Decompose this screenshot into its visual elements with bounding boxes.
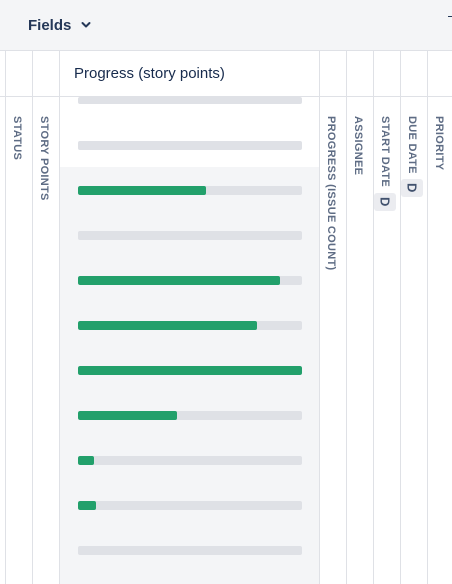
progress-bar: [78, 231, 302, 240]
progress-issue-count-column-header[interactable]: PROGRESS (ISSUE COUNT): [325, 116, 337, 271]
progress-bar: [78, 276, 302, 285]
start-date-badge-label: D: [377, 197, 393, 207]
assignee-column-header[interactable]: ASSIGNEE: [352, 116, 364, 176]
progress-bar: [78, 501, 302, 510]
column-divider: [32, 51, 33, 584]
column-divider: [373, 51, 374, 584]
toolbar: Fields: [0, 0, 452, 51]
progress-story-points-column: [60, 97, 319, 584]
progress-bar: [78, 546, 302, 555]
due-date-sort-badge[interactable]: D: [401, 179, 423, 197]
progress-highlight-area: [60, 97, 319, 167]
start-date-sort-badge[interactable]: D: [374, 193, 396, 211]
due-date-column-header[interactable]: DUE DATE: [406, 116, 418, 174]
story-points-column-header[interactable]: STORY POINTS: [38, 116, 50, 201]
progress-bar: [78, 366, 302, 375]
progress-bar-fill: [78, 456, 94, 465]
chevron-down-icon: [81, 22, 91, 28]
progress-bar-fill: [78, 186, 206, 195]
progress-bar: [78, 97, 302, 104]
truncated-icon: [448, 16, 452, 20]
column-divider: [319, 51, 320, 584]
due-date-badge-label: D: [404, 183, 420, 193]
progress-bar-fill: [78, 366, 302, 375]
priority-column-header[interactable]: PRIORITY: [433, 116, 445, 171]
progress-bar-fill: [78, 501, 96, 510]
status-column-header[interactable]: STATUS: [11, 116, 23, 161]
progress-bar-fill: [78, 276, 280, 285]
column-divider: [5, 51, 6, 584]
header-divider: [0, 96, 452, 97]
progress-story-points-header[interactable]: Progress (story points): [60, 51, 319, 96]
column-divider: [427, 51, 428, 584]
fields-label: Fields: [28, 16, 72, 34]
column-divider: [400, 51, 401, 584]
progress-bar: [78, 411, 302, 420]
progress-bar-fill: [78, 411, 177, 420]
column-divider: [59, 51, 60, 584]
progress-bar: [78, 186, 302, 195]
progress-bar-fill: [78, 321, 258, 330]
column-divider: [346, 51, 347, 584]
start-date-column-header[interactable]: START DATE: [379, 116, 391, 188]
progress-bar: [78, 321, 302, 330]
progress-bar: [78, 141, 302, 150]
progress-bar: [78, 456, 302, 465]
fields-button[interactable]: Fields: [20, 10, 99, 40]
